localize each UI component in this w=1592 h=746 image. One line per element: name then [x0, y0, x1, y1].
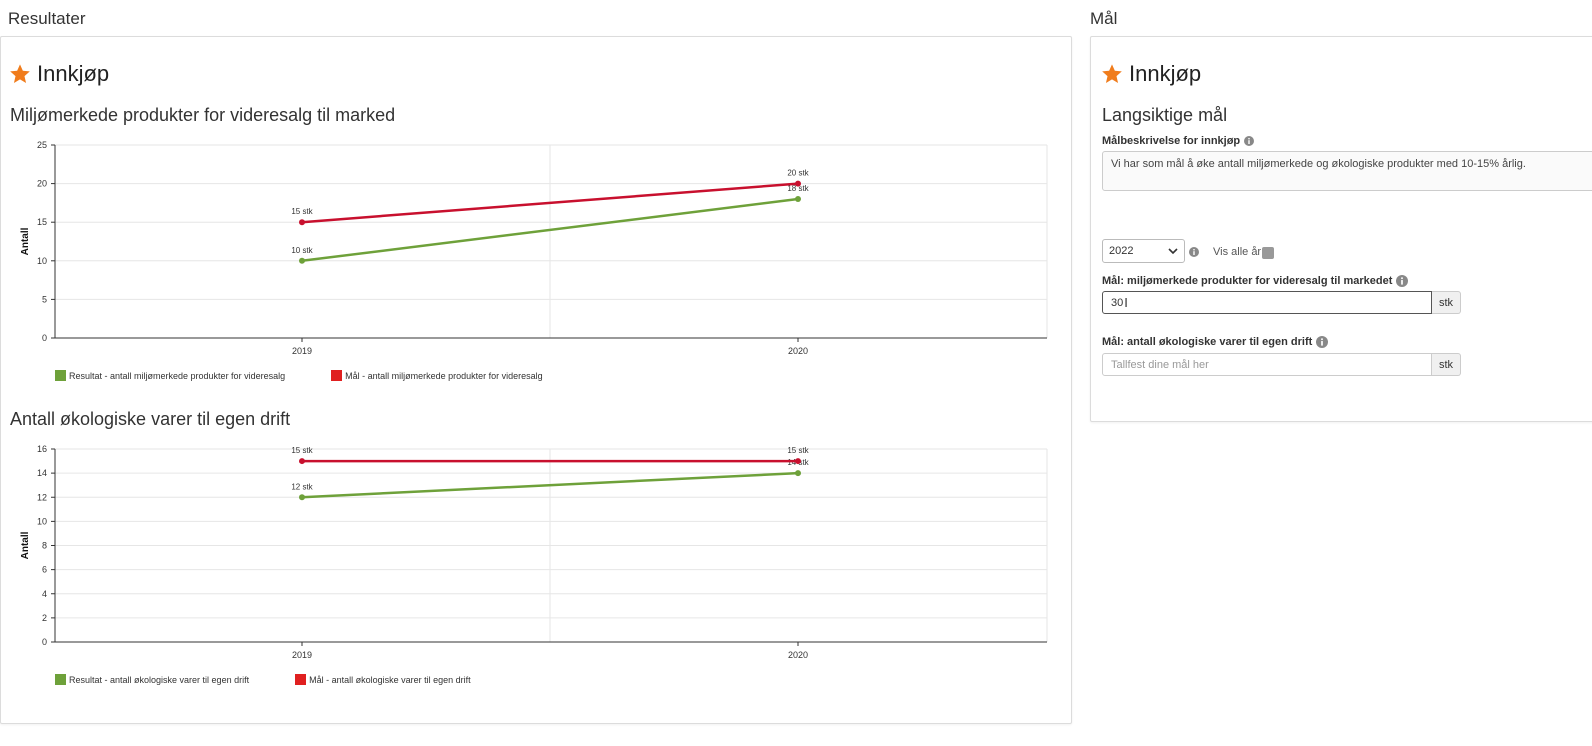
goal2-label-text: Mål: antall økologiske varer til egen dr…: [1102, 336, 1313, 348]
results-panel-heading: Innkjøp: [9, 61, 109, 87]
year-select[interactable]: 2022: [1102, 239, 1185, 263]
star-icon: [10, 64, 30, 83]
x-tick-label: 2019: [292, 346, 312, 356]
goal2-unit: stk: [1432, 353, 1461, 376]
goal2-label: Mål: antall økologiske varer til egen dr…: [1102, 336, 1329, 348]
data-point: [795, 470, 801, 477]
description-label-text: Målbeskrivelse for innkjøp: [1102, 135, 1241, 147]
goal1-input-value: 30: [1111, 296, 1124, 309]
data-point: [299, 494, 305, 501]
chart1-legend-result-label: Resultat - antall miljømerkede produkter…: [69, 370, 286, 381]
y-tick-label: 10: [37, 256, 47, 266]
chart2-title: Antall økologiske varer til egen drift: [10, 409, 291, 429]
y-tick-label: 0: [42, 333, 47, 343]
long-term-goals-heading: Langsiktige mål: [1102, 105, 1228, 125]
legend-swatch-green: [55, 370, 66, 381]
chart1-legend-goal-label: Mål - antall miljømerkede produkter for …: [345, 370, 543, 381]
info-icon[interactable]: [1396, 275, 1409, 287]
info-icon[interactable]: [1244, 136, 1255, 146]
y-tick-label: 14: [37, 468, 47, 478]
data-point: [299, 458, 305, 465]
y-tick-label: 12: [37, 492, 47, 502]
chart1-title: Miljømerkede produkter for videresalg ti…: [10, 105, 396, 125]
chart1-legend-goal[interactable]: Mål - antall miljømerkede produkter for …: [331, 370, 543, 381]
chart2-legend: Resultat - antall økologiske varer til e…: [55, 674, 471, 685]
info-icon[interactable]: [1189, 247, 1199, 257]
results-section-title: Resultater: [8, 9, 86, 28]
description-textarea[interactable]: Vi har som mål å øke antall miljømerkede…: [1102, 151, 1592, 191]
goals-section-title: Mål: [1090, 9, 1118, 28]
chart1-svg: 0 5 10 15 20 25 2019 2020 Antall 10 stk 18 stk 15 s…: [20, 140, 1048, 356]
chart1-legend: Resultat - antall miljømerkede produkter…: [55, 370, 543, 381]
y-tick-label: 8: [42, 541, 47, 551]
data-label: 15 stk: [291, 207, 313, 216]
legend-swatch-red: [295, 674, 307, 685]
chart2-legend-goal-label: Mål - antall økologiske varer til egen d…: [309, 674, 471, 685]
data-point: [795, 458, 801, 465]
goal1-label-text: Mål: miljømerkede produkter for videresa…: [1102, 275, 1393, 287]
chevron-down-icon: [1168, 247, 1178, 254]
x-tick-label: 2020: [788, 650, 808, 660]
y-tick-label: 6: [42, 565, 47, 575]
data-point: [299, 257, 305, 264]
data-label: 18 stk: [787, 184, 809, 193]
chart2-legend-result[interactable]: Resultat - antall økologiske varer til e…: [55, 674, 249, 685]
year-select-value: 2022: [1109, 245, 1134, 257]
show-all-years-label: Vis alle år: [1213, 246, 1262, 258]
goals-panel-heading: Innkjøp: [1101, 61, 1201, 87]
y-tick-label: 10: [37, 516, 47, 526]
chart1-legend-result[interactable]: Resultat - antall miljømerkede produkter…: [55, 370, 285, 381]
legend-swatch-red: [331, 370, 343, 381]
data-point: [299, 219, 305, 226]
y-tick-label: 5: [42, 294, 47, 304]
goal1-input[interactable]: 30 I: [1102, 291, 1432, 314]
series-line: [301, 197, 799, 263]
y-tick-label: 2: [42, 613, 47, 623]
show-all-years-checkbox[interactable]: [1262, 247, 1274, 259]
legend-swatch-green: [55, 674, 66, 685]
y-tick-label: 4: [42, 589, 47, 599]
data-point: [795, 180, 801, 187]
description-label: Målbeskrivelse for innkjøp: [1102, 135, 1255, 147]
data-label: 10 stk: [291, 246, 313, 255]
chart2-legend-goal[interactable]: Mål - antall økologiske varer til egen d…: [295, 674, 471, 685]
goals-panel: Innkjøp Langsiktige mål Målbeskrivelse f…: [1090, 36, 1592, 422]
results-panel: Innkjøp Miljømerkede produkter for vider…: [0, 36, 1072, 724]
y-tick-label: 0: [42, 637, 47, 647]
data-label: 15 stk: [787, 446, 809, 455]
goal1-unit: stk: [1432, 291, 1461, 314]
y-tick-label: 20: [37, 179, 47, 189]
y-tick-label: 15: [37, 217, 47, 227]
goal1-label: Mål: miljømerkede produkter for videresa…: [1102, 275, 1409, 287]
goal2-input-placeholder: Tallfest dine mål her: [1111, 358, 1209, 371]
star-icon: [1102, 64, 1122, 83]
data-label: 20 stk: [787, 169, 809, 178]
text-cursor-icon: I: [1124, 295, 1128, 310]
y-tick-label: 16: [37, 444, 47, 454]
chart2-legend-result-label: Resultat - antall økologiske varer til e…: [69, 674, 250, 685]
series-line: [301, 471, 799, 499]
x-tick-label: 2019: [292, 650, 312, 660]
data-label: 12 stk: [291, 482, 313, 491]
series-line: [301, 182, 799, 224]
data-label: 15 stk: [291, 446, 313, 455]
y-tick-label: 25: [37, 140, 47, 150]
y-axis-label: Antall: [20, 227, 31, 255]
goals-panel-heading-text: Innkjøp: [1129, 61, 1202, 86]
y-axis-label: Antall: [20, 531, 31, 559]
info-icon[interactable]: [1316, 336, 1329, 348]
results-panel-heading-text: Innkjøp: [37, 61, 110, 86]
goal2-input[interactable]: Tallfest dine mål her: [1102, 353, 1432, 376]
data-point: [795, 196, 801, 203]
x-tick-label: 2020: [788, 346, 808, 356]
